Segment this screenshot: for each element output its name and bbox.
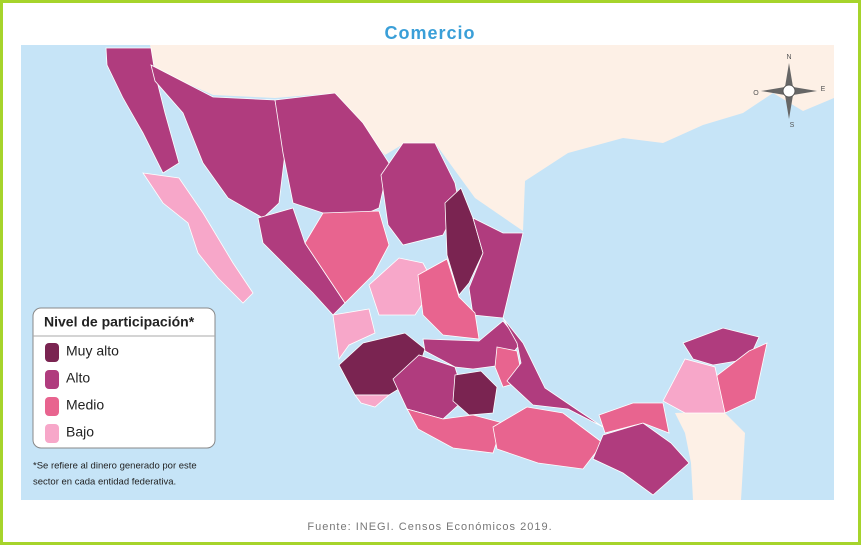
state	[354, 394, 391, 408]
legend-swatch	[45, 343, 59, 362]
state	[304, 210, 390, 304]
state	[714, 342, 768, 414]
compass: N E S O	[753, 54, 825, 129]
compass-label: O	[753, 90, 759, 97]
legend-label: Medio	[66, 397, 104, 413]
legend-label: Muy alto	[66, 343, 119, 359]
legend-box	[32, 307, 216, 449]
state	[592, 422, 690, 496]
footnote: *Se refiere al dinero generado por este	[33, 461, 197, 472]
source: Fuente: INEGI. Censos Económicos 2019.	[307, 521, 552, 533]
state	[142, 172, 254, 304]
legend: Nivel de participación* Muy alto Alto Medi…	[32, 307, 216, 449]
central-america-land	[675, 411, 745, 500]
legend-label: Bajo	[66, 424, 94, 440]
state	[452, 370, 498, 416]
title: Comercio	[384, 23, 475, 43]
compass-label: E	[821, 86, 826, 93]
legend-label: Alto	[66, 370, 90, 386]
legend-swatch	[45, 370, 59, 389]
usa-land	[150, 45, 834, 231]
legend-title: Nivel de participación*	[44, 314, 195, 330]
map-figure: Comercio N E S	[21, 23, 834, 533]
state	[332, 308, 376, 361]
compass-label: N	[786, 54, 791, 61]
state	[598, 402, 670, 434]
footnote: sector en cada entidad federativa.	[33, 477, 176, 488]
state	[662, 358, 726, 414]
legend-swatch	[45, 424, 59, 443]
state	[257, 207, 346, 316]
state	[444, 187, 484, 296]
state	[502, 317, 604, 428]
state	[492, 406, 604, 470]
state	[417, 258, 480, 340]
legend-swatch	[45, 397, 59, 416]
states	[105, 47, 768, 496]
compass-label: S	[790, 122, 795, 129]
state	[105, 47, 180, 174]
